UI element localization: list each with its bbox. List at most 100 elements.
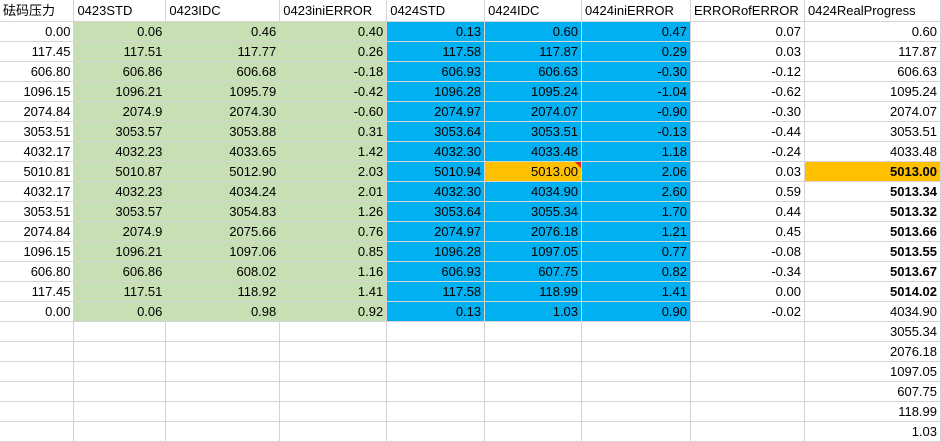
cell[interactable]: 0.03 — [690, 161, 805, 182]
cell[interactable] — [386, 361, 486, 382]
cell[interactable] — [279, 421, 388, 442]
cell[interactable]: 2.03 — [279, 161, 388, 182]
cell[interactable]: -0.24 — [690, 141, 805, 162]
column-header[interactable]: 0424RealProgress — [804, 0, 941, 22]
cell[interactable]: -0.30 — [581, 61, 691, 82]
cell[interactable]: 0.82 — [581, 261, 691, 282]
cell[interactable]: 0.03 — [690, 41, 805, 62]
cell[interactable]: 1097.05 — [484, 241, 583, 262]
cell[interactable] — [690, 381, 805, 402]
cell[interactable]: 1096.28 — [386, 241, 486, 262]
cell[interactable]: 606.86 — [73, 261, 167, 282]
cell[interactable]: 3055.34 — [804, 321, 941, 342]
cell[interactable]: 1.41 — [581, 281, 691, 302]
cell[interactable] — [165, 341, 281, 362]
cell[interactable]: -0.18 — [279, 61, 388, 82]
cell[interactable]: 117.87 — [484, 41, 583, 62]
cell[interactable]: 4033.48 — [484, 141, 583, 162]
cell[interactable]: 5010.87 — [73, 161, 167, 182]
cell[interactable]: 2076.18 — [804, 341, 941, 362]
cell[interactable]: -0.60 — [279, 101, 388, 122]
cell[interactable]: 0.13 — [386, 301, 486, 322]
cell[interactable] — [165, 421, 281, 442]
cell[interactable]: 606.68 — [165, 61, 281, 82]
column-header[interactable]: ERRORofERROR — [690, 0, 805, 22]
cell[interactable]: 1.21 — [581, 221, 691, 242]
cell[interactable]: 1096.28 — [386, 81, 486, 102]
cell[interactable]: 2.06 — [581, 161, 691, 182]
cell[interactable]: 117.51 — [73, 41, 167, 62]
cell[interactable]: -0.02 — [690, 301, 805, 322]
cell[interactable]: 4034.90 — [484, 181, 583, 202]
cell[interactable]: 1096.15 — [0, 241, 75, 262]
cell[interactable]: 1095.79 — [165, 81, 281, 102]
cell[interactable]: 1.41 — [279, 281, 388, 302]
cell[interactable]: 606.80 — [0, 261, 75, 282]
cell[interactable] — [0, 421, 75, 442]
cell[interactable]: 1096.21 — [73, 81, 167, 102]
cell[interactable]: 4032.23 — [73, 141, 167, 162]
cell[interactable]: 5013.00 — [484, 161, 583, 182]
cell[interactable] — [165, 321, 281, 342]
cell[interactable]: 4034.90 — [804, 301, 941, 322]
cell[interactable]: 3053.51 — [0, 121, 75, 142]
cell[interactable]: 117.45 — [0, 281, 75, 302]
cell[interactable]: 117.51 — [73, 281, 167, 302]
cell[interactable]: -0.90 — [581, 101, 691, 122]
cell[interactable]: 606.86 — [73, 61, 167, 82]
cell[interactable]: -0.34 — [690, 261, 805, 282]
cell[interactable]: -0.44 — [690, 121, 805, 142]
cell[interactable]: 5013.66 — [804, 221, 941, 242]
cell[interactable]: 3053.64 — [386, 121, 486, 142]
cell[interactable]: 0.44 — [690, 201, 805, 222]
cell[interactable] — [484, 341, 583, 362]
cell[interactable] — [690, 321, 805, 342]
cell[interactable] — [581, 321, 691, 342]
cell[interactable]: 2074.84 — [0, 221, 75, 242]
cell[interactable]: 5013.00 — [804, 161, 941, 182]
cell[interactable] — [484, 401, 583, 422]
cell[interactable] — [386, 341, 486, 362]
cell[interactable]: 4033.48 — [804, 141, 941, 162]
cell[interactable] — [279, 381, 388, 402]
cell[interactable] — [484, 361, 583, 382]
cell[interactable]: 0.06 — [73, 301, 167, 322]
cell[interactable]: 0.90 — [581, 301, 691, 322]
cell[interactable]: 5013.32 — [804, 201, 941, 222]
cell[interactable]: 0.06 — [73, 21, 167, 42]
cell[interactable]: -0.08 — [690, 241, 805, 262]
cell[interactable]: 117.87 — [804, 41, 941, 62]
column-header[interactable]: 0423STD — [73, 0, 167, 22]
cell[interactable]: 5010.94 — [386, 161, 486, 182]
cell[interactable]: 4034.24 — [165, 181, 281, 202]
cell[interactable]: 606.80 — [0, 61, 75, 82]
cell[interactable] — [279, 361, 388, 382]
cell[interactable]: 2074.9 — [73, 221, 167, 242]
cell[interactable]: 1097.06 — [165, 241, 281, 262]
cell[interactable] — [484, 421, 583, 442]
cell[interactable] — [581, 361, 691, 382]
cell[interactable]: 0.85 — [279, 241, 388, 262]
cell[interactable] — [581, 401, 691, 422]
column-header[interactable]: 0424IDC — [484, 0, 583, 22]
cell[interactable]: 606.63 — [804, 61, 941, 82]
cell[interactable] — [165, 361, 281, 382]
cell[interactable]: 0.77 — [581, 241, 691, 262]
cell[interactable]: 0.47 — [581, 21, 691, 42]
cell[interactable] — [386, 421, 486, 442]
cell[interactable]: 117.77 — [165, 41, 281, 62]
cell[interactable] — [0, 381, 75, 402]
cell[interactable]: 118.99 — [484, 281, 583, 302]
column-header[interactable]: 0424STD — [386, 0, 486, 22]
cell[interactable]: 0.60 — [484, 21, 583, 42]
column-header[interactable]: 砝码压力 — [0, 0, 75, 22]
cell[interactable]: 0.07 — [690, 21, 805, 42]
cell[interactable]: 3054.83 — [165, 201, 281, 222]
cell[interactable]: 2.60 — [581, 181, 691, 202]
cell[interactable]: 0.45 — [690, 221, 805, 242]
cell[interactable] — [73, 421, 167, 442]
cell[interactable]: 1095.24 — [484, 81, 583, 102]
cell[interactable]: 117.58 — [386, 281, 486, 302]
cell[interactable]: 2074.07 — [804, 101, 941, 122]
cell[interactable]: 608.02 — [165, 261, 281, 282]
